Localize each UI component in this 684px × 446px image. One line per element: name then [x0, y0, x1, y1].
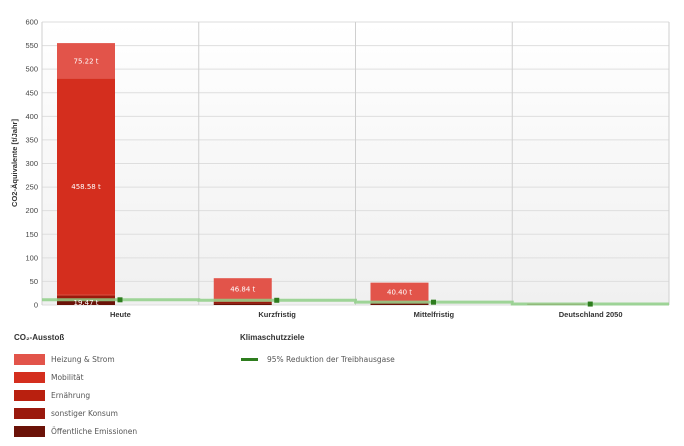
target-marker — [117, 297, 123, 303]
targets-legend-title: Klimaschutzziele — [240, 333, 305, 342]
bar-segment — [57, 78, 115, 295]
emissions-chart: 0 50 100 150 200 250 300 350 400 450 500 550 600 19.… — [10, 18, 670, 319]
legend-swatch — [14, 371, 45, 383]
grid — [41, 21, 670, 306]
y-tick-label: 600 — [25, 18, 38, 27]
y-tick-label: 0 — [34, 301, 38, 310]
emissions-legend: CO₂-Ausstoß Heizung & Strom Mobilität Ernä… — [14, 333, 137, 440]
bar-segment — [57, 294, 115, 296]
targets-legend: Klimaschutzziele 95% Reduktion der Treib… — [240, 333, 395, 368]
legend-item: 95% Reduktion der Treibhausgase — [240, 350, 395, 368]
bar-segment — [213, 278, 272, 301]
y-tick-label: 150 — [25, 230, 38, 239]
legend-item: Öffentliche Emissionen — [14, 422, 137, 440]
legend-swatch — [14, 425, 45, 437]
bar-segment — [213, 301, 272, 304]
y-tick-label: 300 — [25, 159, 38, 168]
y-tick-label: 250 — [25, 183, 38, 192]
data-label: 46.84 t — [230, 286, 255, 294]
legend-label: Öffentliche Emissionen — [51, 426, 138, 436]
target-marker — [274, 297, 280, 303]
y-axis: 0 50 100 150 200 250 300 350 400 450 500 550 600 — [25, 18, 38, 310]
bar-segment — [57, 300, 115, 305]
bar-segment — [370, 282, 429, 302]
legend-swatch — [14, 407, 45, 419]
bar-segment — [213, 303, 272, 305]
x-tick-label: Kurzfristig — [258, 310, 296, 319]
target-line — [42, 298, 669, 306]
bars — [57, 43, 586, 305]
legend-label: Ernährung — [51, 390, 91, 400]
bar-segment — [370, 303, 429, 305]
data-label: 19.47 t — [73, 299, 98, 307]
data-label: 458.58 t — [71, 183, 101, 191]
y-tick-label: 350 — [25, 135, 38, 144]
data-label: 40.40 t — [387, 289, 412, 297]
y-tick-label: 200 — [25, 206, 38, 215]
legend-item: Mobilität — [14, 368, 137, 386]
target-marker — [431, 299, 436, 305]
y-tick-label: 100 — [25, 253, 38, 262]
y-tick-label: 500 — [25, 65, 38, 74]
bar-segment — [57, 295, 115, 301]
y-axis-title: CO2-Äquivalente [t/Jahr] — [10, 119, 19, 207]
emissions-legend-title: CO₂-Ausstoß — [14, 333, 65, 342]
x-axis: Heute Kurzfristig Mittelfristig Deutschland… — [110, 310, 623, 319]
x-tick-label: Deutschland 2050 — [559, 310, 623, 319]
legend-label: Heizung & Strom — [51, 354, 115, 364]
x-tick-label: Mittelfristig — [414, 310, 455, 319]
legend-label: 95% Reduktion der Treibhausgase — [267, 354, 395, 364]
legend-item: sonstiger Konsum — [14, 404, 137, 422]
legend-swatch — [14, 353, 45, 365]
legend-item: Ernährung — [14, 386, 137, 404]
bar-segment — [57, 43, 115, 79]
data-labels: 19.47 t 458.58 t 75.22 t 46.84 t 40.40 t — [71, 57, 412, 307]
x-tick-label: Heute — [110, 310, 131, 319]
y-tick-label: 450 — [25, 88, 38, 97]
legend-label: sonstiger Konsum — [51, 408, 118, 418]
legend-swatch — [14, 389, 45, 401]
y-tick-label: 400 — [25, 112, 38, 121]
target-line-group — [42, 297, 669, 307]
legend-line-swatch — [241, 357, 258, 361]
y-tick-label: 550 — [25, 41, 38, 50]
target-marker — [587, 301, 593, 307]
data-label: 75.22 t — [73, 57, 98, 65]
legend-label: Mobilität — [51, 372, 84, 382]
y-tick-label: 50 — [30, 277, 38, 286]
legend-item: Heizung & Strom — [14, 350, 137, 368]
